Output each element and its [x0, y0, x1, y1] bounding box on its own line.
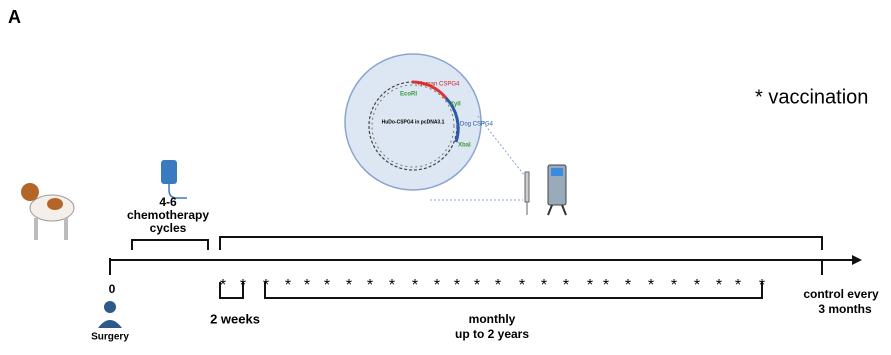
vaccination-star: * [474, 277, 480, 294]
device-icons [525, 165, 566, 215]
vaccination-star: * [759, 277, 765, 294]
vaccination-star: * [735, 277, 741, 294]
figure: A * vaccination EcoRI XylI XbaI Human CS… [0, 0, 891, 350]
two-weeks-label: 2 weeks [210, 311, 260, 326]
monthly-label: monthly [469, 312, 516, 326]
arrow-head [852, 255, 862, 265]
surgeon-icon [98, 301, 122, 328]
vaccination-star: * [367, 277, 373, 294]
vaccination-star: * [304, 277, 310, 294]
vaccination-star: * [587, 277, 593, 294]
vaccination-star: * [454, 277, 460, 294]
vaccination-star: * [346, 277, 352, 294]
vaccination-star: * [648, 277, 654, 294]
site-xbai: XbaI [458, 143, 471, 149]
vaccination-star: * [412, 277, 418, 294]
vaccination-star: * [541, 277, 547, 294]
vaccination-star: * [519, 277, 525, 294]
vaccination-star: * [263, 277, 269, 294]
vaccination-star: * [716, 277, 722, 294]
iv-bag-icon [161, 160, 187, 198]
time-zero: 0 [109, 282, 116, 296]
vaccination-star: * [220, 277, 226, 294]
surgery-label: Surgery [91, 332, 129, 343]
vaccination-star: * [563, 277, 569, 294]
vaccination-star: * [434, 277, 440, 294]
chemo-label: cycles [150, 221, 187, 235]
vaccination-star: * [495, 277, 501, 294]
chemo-label: 4-6 [159, 195, 177, 209]
legend: * vaccination [755, 86, 868, 108]
site-ecori: EcoRI [400, 92, 417, 98]
panel-label: A [8, 7, 21, 27]
vaccination-star: * [694, 277, 700, 294]
vaccination-star: * [603, 277, 609, 294]
control-label: control every [803, 287, 879, 301]
vaccination-star: * [671, 277, 677, 294]
plasmid-name: HuDo-CSPG4 in pcDNA3.1 [382, 119, 445, 125]
vaccination-star: * [285, 277, 291, 294]
site-xyli: XylI [450, 102, 461, 108]
vaccination-star: * [240, 277, 246, 294]
dog-label: Dog CSPG4 [460, 122, 494, 128]
monthly-label: up to 2 years [455, 327, 529, 341]
control-label: 3 months [818, 302, 872, 316]
chemo-label: chemotherapy [127, 208, 209, 222]
vaccination-star: * [625, 277, 631, 294]
vaccination-star: * [389, 277, 395, 294]
dog-icon [21, 183, 74, 240]
human-label: Human CSPG4 [418, 82, 460, 88]
vaccination-star: * [324, 277, 330, 294]
plasmid [345, 54, 528, 200]
